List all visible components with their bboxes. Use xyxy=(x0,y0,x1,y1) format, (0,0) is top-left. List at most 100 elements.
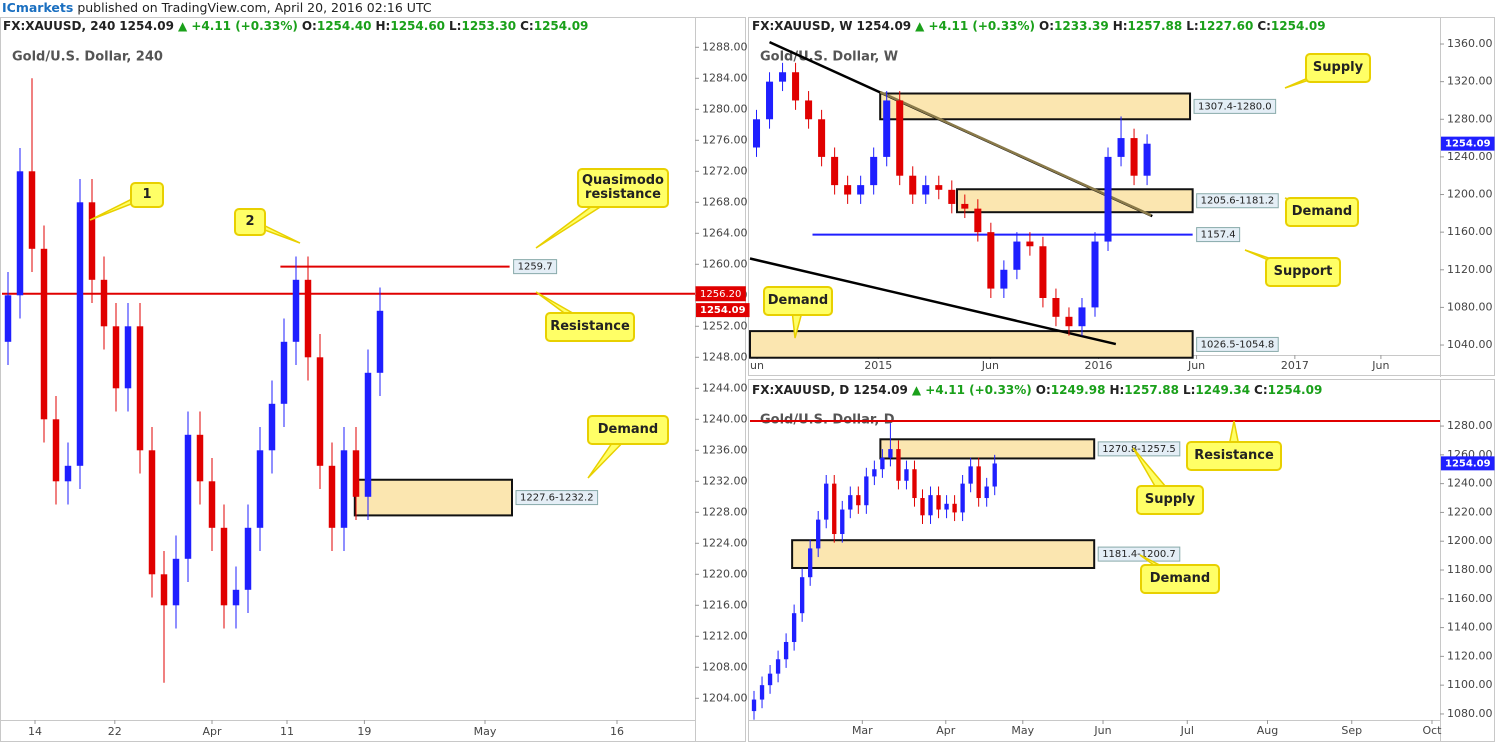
line-label-box xyxy=(513,259,558,275)
watermark: Gold/U.S. Dollar, W xyxy=(760,50,898,65)
last-price-box xyxy=(696,303,750,318)
zone-label-box xyxy=(515,490,599,506)
zone xyxy=(791,539,1096,569)
callout-text: Demand xyxy=(1291,204,1353,219)
price-tag-box xyxy=(695,286,746,302)
callout: 2 xyxy=(234,208,266,236)
y-tick-label: 1240.00 xyxy=(702,412,748,425)
candle-body xyxy=(1065,316,1073,327)
callout: Supply xyxy=(1305,53,1371,83)
y-tick-label: 1204.00 xyxy=(702,691,748,704)
y-tick-label: 1288.00 xyxy=(702,40,748,53)
x-tick-label: 11 xyxy=(280,725,294,738)
callout: Demand xyxy=(587,415,669,445)
ohlc-value: 1257.88 xyxy=(1127,19,1183,33)
y-tick-label: 1080.00 xyxy=(1447,707,1493,720)
candle-body xyxy=(792,72,800,101)
candle-body xyxy=(1104,156,1112,242)
y-tick-label: 1212.00 xyxy=(702,629,748,642)
candle-body xyxy=(148,450,156,575)
zone xyxy=(353,478,513,517)
candle-body xyxy=(808,548,813,578)
candle-body xyxy=(935,185,943,190)
candle-body xyxy=(1130,138,1138,176)
candle-body xyxy=(76,202,84,466)
candle-body xyxy=(909,175,917,195)
chart-info: FX:XAUUSD, D 1254.09 ▲ +4.11 (+0.33%) O:124… xyxy=(752,383,1326,397)
callout-text: Demand xyxy=(767,293,829,308)
trendline xyxy=(749,257,1117,346)
callout: Demand xyxy=(763,286,833,316)
candle-body xyxy=(1000,269,1008,289)
candle-body xyxy=(936,495,941,510)
y-tick-label: 1120.00 xyxy=(1447,263,1493,276)
candle-body xyxy=(1052,297,1060,317)
zone-label-box xyxy=(1196,336,1279,352)
y-tick-label: 1260.00 xyxy=(702,257,748,270)
candle-body xyxy=(968,466,973,484)
x-tick-label: Jun xyxy=(1187,359,1205,372)
candle-body xyxy=(767,673,773,686)
callout-text: Resistance xyxy=(550,319,630,334)
callout: 1 xyxy=(130,182,164,208)
candle-body xyxy=(783,641,789,660)
symbol: FX:XAUUSD, D xyxy=(752,383,850,397)
callout-text: 1 xyxy=(142,187,152,202)
y-tick-label: 1240.00 xyxy=(1447,477,1493,490)
y-tick-label: 1236.00 xyxy=(702,443,748,456)
candle-body xyxy=(944,503,949,510)
y-tick-label: 1272.00 xyxy=(702,164,748,177)
price: 1254.09 xyxy=(853,383,908,397)
x-tick-label: Apr xyxy=(936,724,956,737)
candle-body xyxy=(160,574,168,606)
callout: Resistance xyxy=(545,312,635,342)
y-tick-label: 1280.00 xyxy=(1447,112,1493,125)
ohlc-key: C: xyxy=(1257,19,1271,33)
candle-body xyxy=(848,495,853,510)
candle-body xyxy=(1039,246,1047,298)
callout: Demand xyxy=(1285,197,1359,227)
symbol: FX:XAUUSD, 240 xyxy=(3,19,116,33)
chart-info: FX:XAUUSD, 240 1254.09 ▲ +4.11 (+0.33%) O:1… xyxy=(3,19,592,33)
candle-body xyxy=(1117,138,1125,157)
ohlc-key: H: xyxy=(1109,383,1125,397)
ohlc-value: 1254.09 xyxy=(1270,19,1326,33)
candle-body xyxy=(1143,143,1151,176)
candle-body xyxy=(864,476,869,506)
x-tick-label: Jul xyxy=(1180,724,1194,737)
y-tick-label: 1228.00 xyxy=(702,505,748,518)
x-tick-label: Oct xyxy=(1422,724,1442,737)
candle-body xyxy=(976,466,981,499)
candle-body xyxy=(920,498,925,516)
candle-body xyxy=(40,248,48,420)
y-tick-label: 1280.00 xyxy=(1447,419,1493,432)
line-label: 1259.7 xyxy=(518,262,553,273)
last-price-tag: 1254.09 xyxy=(700,305,746,316)
x-tick-label: Jun xyxy=(1093,724,1111,737)
candle-body xyxy=(840,509,845,535)
publish-bar: ICmarkets published on TradingView.com, … xyxy=(2,0,432,16)
candle-body xyxy=(88,202,96,280)
ohlc-key: C: xyxy=(520,19,534,33)
x-tick-label: 2016 xyxy=(1085,359,1113,372)
candle-body xyxy=(857,185,865,195)
y-tick-label: 1220.00 xyxy=(1447,505,1493,518)
y-tick-label: 1220.00 xyxy=(702,567,748,580)
candle-body xyxy=(256,450,264,528)
x-tick-label: 2015 xyxy=(864,359,892,372)
candle-body xyxy=(136,326,144,451)
y-tick-label: 1268.00 xyxy=(702,195,748,208)
candle-body xyxy=(64,465,72,482)
callout: Demand xyxy=(1140,564,1220,594)
candle-body xyxy=(791,613,797,642)
x-tick-label: Mar xyxy=(852,724,873,737)
ohlc-key: O: xyxy=(1035,383,1051,397)
candle-body xyxy=(16,171,24,296)
price-tag: 1256.20 xyxy=(700,289,741,300)
candle-body xyxy=(824,483,829,520)
y-tick-label: 1284.00 xyxy=(702,71,748,84)
x-tick-label: Apr xyxy=(202,725,222,738)
ohlc-key: C: xyxy=(1254,383,1268,397)
callout-text: Resistance xyxy=(1194,448,1274,463)
